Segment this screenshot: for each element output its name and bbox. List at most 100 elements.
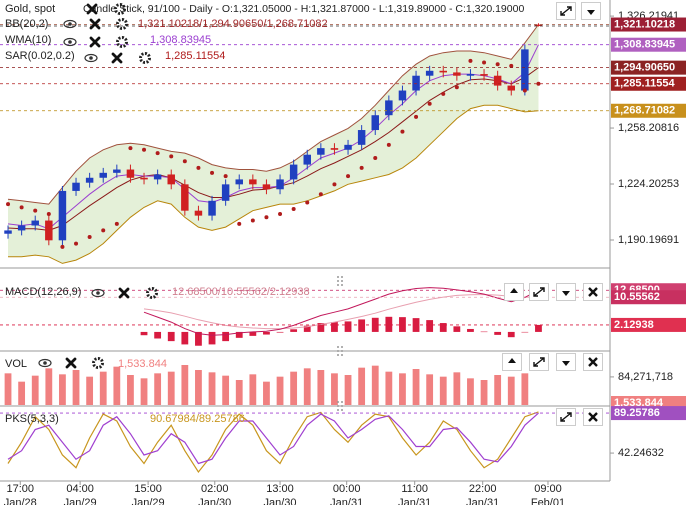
histogram-bar bbox=[426, 320, 434, 332]
candle-body bbox=[385, 100, 393, 116]
volume-bar bbox=[467, 378, 474, 405]
volume-bar bbox=[453, 372, 461, 405]
x-tick-label: 02:00 Jan/30 bbox=[198, 483, 232, 505]
sar-dot bbox=[536, 81, 541, 86]
sar-dot bbox=[495, 62, 500, 67]
candle-body bbox=[371, 115, 379, 131]
volume-bar bbox=[154, 373, 162, 405]
volume-bar bbox=[181, 365, 189, 405]
volume-bar bbox=[249, 374, 257, 405]
volume-bar bbox=[399, 373, 406, 405]
candle-body bbox=[113, 169, 121, 173]
sar-dot bbox=[441, 91, 446, 96]
histogram-bar bbox=[371, 317, 379, 332]
sar-dot bbox=[359, 165, 364, 170]
value-box bbox=[611, 317, 686, 332]
sar-dot bbox=[101, 228, 106, 233]
volume-bar bbox=[140, 378, 148, 405]
candle-body bbox=[425, 70, 434, 76]
histogram-bar bbox=[467, 328, 474, 332]
histogram-bar bbox=[195, 331, 202, 346]
volume-bar bbox=[507, 376, 515, 405]
maximize-button[interactable] bbox=[529, 353, 549, 371]
value-box bbox=[611, 76, 686, 91]
bollinger-band bbox=[8, 104, 539, 264]
histogram-bar bbox=[331, 322, 338, 332]
sar-dot bbox=[400, 129, 405, 134]
volume-bar bbox=[222, 375, 230, 405]
maximize-button[interactable] bbox=[556, 2, 576, 20]
maximize-button[interactable] bbox=[529, 283, 549, 301]
value-box bbox=[611, 17, 686, 32]
candle-body bbox=[17, 225, 26, 231]
candle-body bbox=[534, 24, 543, 27]
move-down-button[interactable] bbox=[556, 283, 576, 301]
indicator-value: 12.68500/10.55562/2.12938 bbox=[172, 286, 310, 298]
candle-body bbox=[4, 230, 12, 234]
sar-dot bbox=[373, 156, 378, 161]
close-button[interactable] bbox=[583, 283, 603, 301]
candle-body bbox=[126, 169, 135, 178]
move-down-button[interactable] bbox=[581, 2, 601, 20]
volume-bar bbox=[303, 368, 311, 405]
candle-body bbox=[521, 49, 529, 91]
macd-line bbox=[143, 287, 539, 336]
move-down-button[interactable] bbox=[556, 353, 576, 371]
candle-body bbox=[439, 70, 447, 73]
candle-body bbox=[221, 184, 230, 201]
histogram-bar bbox=[385, 316, 393, 332]
candle-body bbox=[303, 154, 311, 165]
sar-dot bbox=[318, 192, 323, 197]
legend-text: Gold, spot Candle Stick, 91/100 - Daily … bbox=[5, 3, 686, 459]
sar-dot bbox=[210, 170, 215, 175]
x-tick-label: 22:00 Jan/31 bbox=[466, 483, 500, 505]
sar-dot bbox=[482, 60, 487, 65]
sar-dot bbox=[264, 215, 269, 220]
value-label: 1,294.90650 bbox=[614, 62, 675, 74]
volume-bar bbox=[4, 373, 12, 405]
value-label: 1,321.10218 bbox=[614, 18, 675, 30]
histogram-bar bbox=[290, 329, 298, 332]
volume-bar bbox=[263, 381, 270, 405]
candle-body bbox=[262, 184, 271, 190]
candle-body bbox=[194, 210, 203, 216]
indicator-name: PKS(5,3,3) bbox=[5, 413, 59, 425]
candle-body bbox=[276, 179, 284, 190]
candle-body bbox=[453, 72, 461, 76]
candle-body bbox=[330, 148, 339, 150]
volume-bar bbox=[331, 373, 338, 405]
quote-info: Candle Stick, 91/100 - Daily - O:1,321.0… bbox=[83, 3, 524, 15]
sar-dot bbox=[60, 244, 65, 249]
sar-dot bbox=[332, 182, 337, 187]
sar-dot bbox=[182, 159, 187, 164]
volume-bar bbox=[371, 365, 379, 405]
value-box bbox=[611, 406, 686, 421]
candle-body bbox=[167, 174, 175, 185]
indicator-value: 90.67984/89.25786 bbox=[150, 413, 245, 425]
volume-bar bbox=[195, 370, 202, 405]
symbol-title: Gold, spot bbox=[5, 3, 55, 15]
candle-body bbox=[140, 177, 148, 180]
volume-bar bbox=[72, 370, 80, 405]
close-button[interactable] bbox=[583, 408, 603, 426]
candle-body bbox=[45, 220, 53, 241]
maximize-button[interactable] bbox=[556, 408, 576, 426]
value-label: 10.55562 bbox=[614, 291, 660, 303]
y-tick-label: 1,190.19691 bbox=[618, 234, 679, 246]
move-up-button[interactable] bbox=[504, 283, 524, 301]
k-line bbox=[7, 411, 539, 474]
x-tick-label: 00:00 Jan/31 bbox=[330, 483, 364, 505]
sar-dot bbox=[155, 151, 160, 156]
sar-dot bbox=[291, 207, 296, 212]
candle-body bbox=[72, 182, 80, 191]
drag-handle[interactable] bbox=[337, 276, 343, 411]
close-button[interactable] bbox=[583, 353, 603, 371]
histogram-bar bbox=[344, 321, 352, 332]
candle-body bbox=[480, 74, 488, 76]
move-up-button[interactable] bbox=[502, 353, 522, 371]
candle-body bbox=[181, 184, 189, 211]
sar-dot bbox=[87, 235, 92, 240]
value-label: 1,308.83945 bbox=[614, 39, 675, 51]
histogram-bar bbox=[303, 325, 311, 332]
value-label: 2.12938 bbox=[614, 319, 654, 331]
